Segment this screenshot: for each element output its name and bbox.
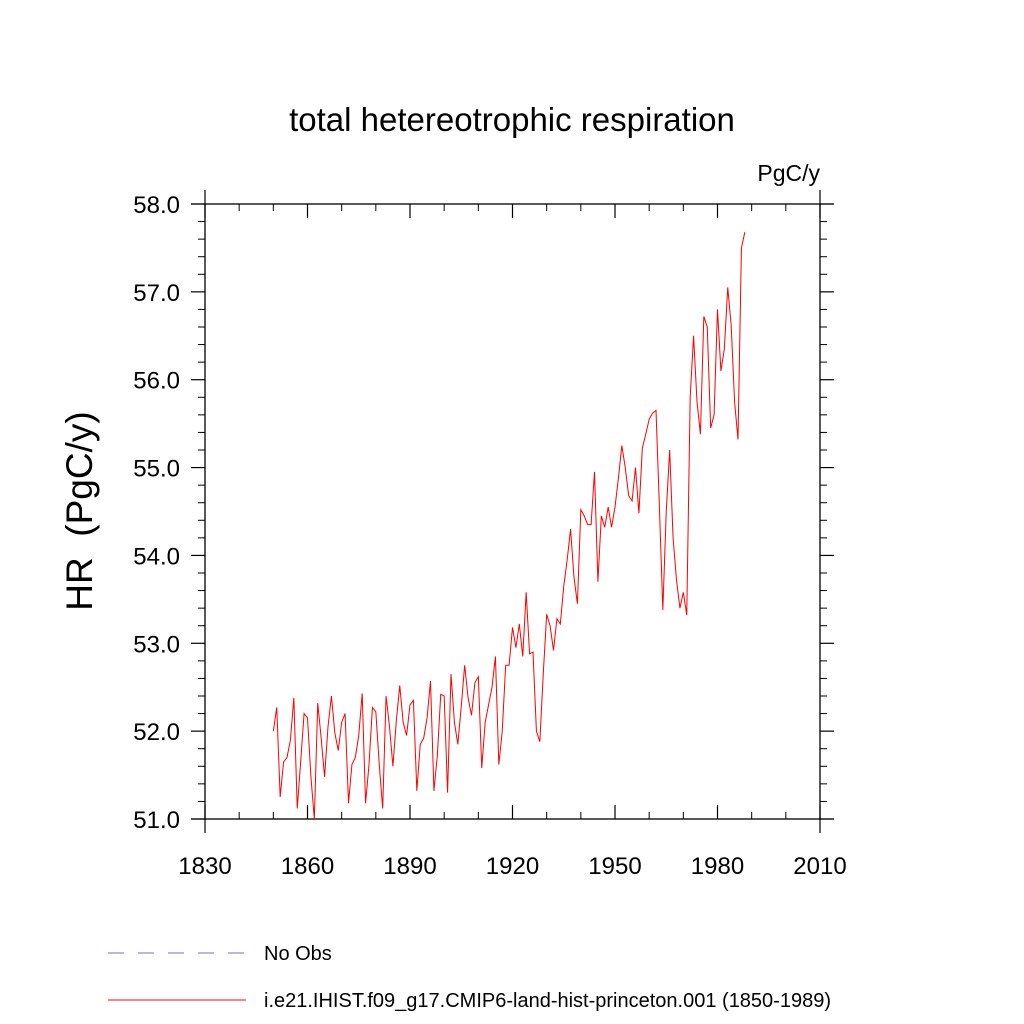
y-tick-label-56: 56.0 (133, 368, 180, 395)
legend-label-no-obs: No Obs (264, 943, 332, 965)
x-tick-label-1890: 1890 (383, 853, 436, 880)
y-axis-label: HR (PgC/y) (59, 411, 100, 610)
x-tick-label-1980: 1980 (691, 853, 744, 880)
y-tick-label-52: 52.0 (133, 719, 180, 746)
y-tick-label-54: 54.0 (133, 543, 180, 570)
series-line-0 (272, 232, 746, 820)
legend-label-model: i.e21.IHIST.f09_g17.CMIP6-land-hist-prin… (264, 990, 831, 1012)
y-tick-label-57: 57.0 (133, 280, 180, 307)
chart-title: total hetereotrophic respiration (289, 101, 735, 138)
y-tick-label-53: 53.0 (133, 631, 180, 658)
units-label: PgC/y (757, 160, 820, 186)
y-tick-label-55: 55.0 (133, 456, 180, 483)
x-tick-label-2010: 2010 (793, 853, 846, 880)
axis-tick-labels: 1830 1860 1890 1920 1950 1980 2010 51.0 52.0 53.0… (133, 192, 846, 880)
axis-ticks (191, 190, 834, 833)
y-tick-label-51: 51.0 (133, 807, 180, 834)
x-tick-label-1860: 1860 (281, 853, 334, 880)
legend: No Obs i.e21.IHIST.f09_g17.CMIP6-land-hi… (108, 943, 831, 1012)
x-tick-label-1830: 1830 (178, 853, 231, 880)
x-tick-label-1950: 1950 (588, 853, 641, 880)
y-tick-label-58: 58.0 (133, 192, 180, 219)
series-layer (272, 232, 746, 820)
x-tick-label-1920: 1920 (486, 853, 539, 880)
